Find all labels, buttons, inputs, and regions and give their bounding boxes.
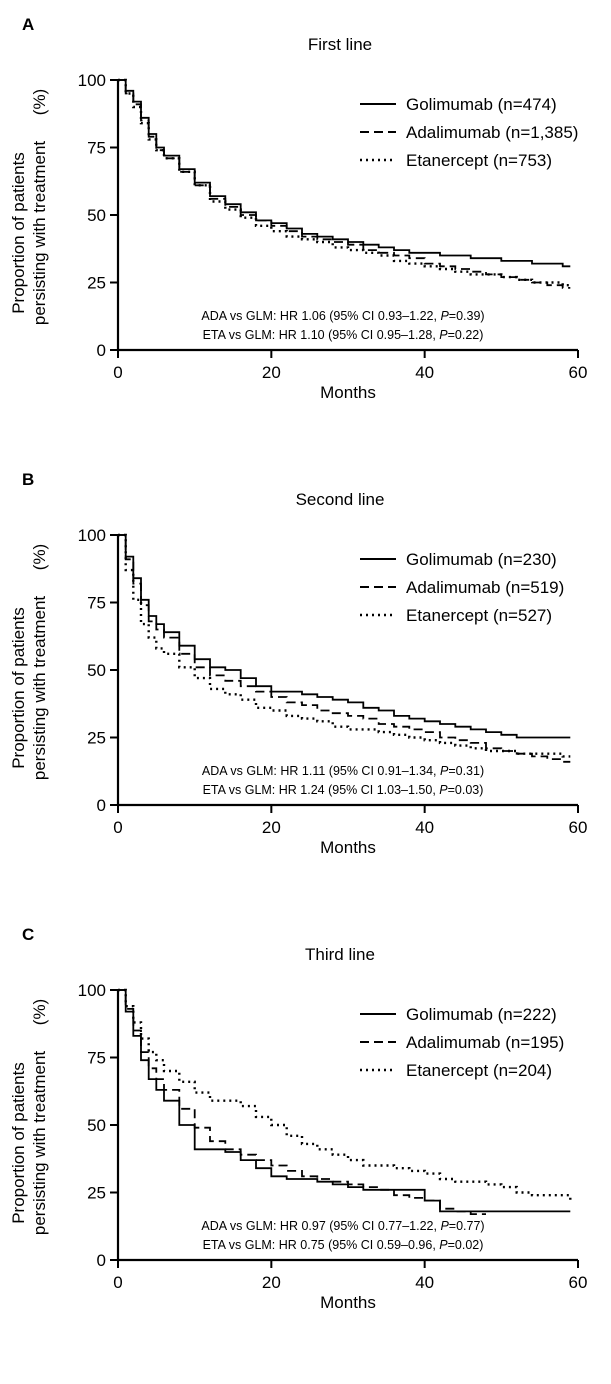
annotation-suffix: =0.31) [448,764,484,778]
x-axis-label: Months [320,838,376,857]
x-tick-label: 40 [415,363,434,382]
legend-label-golimumab: Golimumab (n=222) [406,1005,557,1024]
legend-label-etanercept: Etanercept (n=753) [406,151,552,170]
series-line-golimumab [118,989,571,1213]
y-tick-label: 75 [87,1049,106,1068]
series-line-adalimumab [118,989,486,1215]
y-label-line-2: persisting with treatment [30,141,49,326]
y-tick-label: 100 [78,981,106,1000]
annotation-prefix: ETA vs GLM: HR 1.10 (95% CI 0.95–1.28, [203,328,440,342]
chart-title: Third line [305,945,375,964]
x-tick-label: 0 [113,1273,122,1292]
annotation-suffix: =0.02) [448,1238,484,1252]
annotation-p-label: P [440,309,449,323]
hazard-ratio-annotation-2: ETA vs GLM: HR 1.10 (95% CI 0.95–1.28, P… [203,328,484,342]
annotation-p-label: P [440,1219,449,1233]
y-label-line-1: Proportion of patients [9,152,28,314]
legend-label-adalimumab: Adalimumab (n=195) [406,1033,564,1052]
y-label-line-1: Proportion of patients [9,1062,28,1224]
y-tick-label: 100 [78,526,106,545]
y-label-unit: (%) [30,999,49,1025]
x-tick-label: 20 [262,818,281,837]
x-tick-label: 0 [113,818,122,837]
legend-label-etanercept: Etanercept (n=527) [406,606,552,625]
y-tick-label: 100 [78,71,106,90]
legend-label-adalimumab: Adalimumab (n=1,385) [406,123,578,142]
hazard-ratio-annotation-2: ETA vs GLM: HR 0.75 (95% CI 0.59–0.96, P… [203,1238,484,1252]
x-tick-label: 0 [113,363,122,382]
y-label-unit: (%) [30,544,49,570]
annotation-p-label: P [439,328,448,342]
y-tick-label: 25 [87,1184,106,1203]
annotation-p-label: P [439,1238,448,1252]
y-label-unit: (%) [30,89,49,115]
y-tick-label: 50 [87,1116,106,1135]
panel-a: A First line 0 25 50 75 100 0 20 40 60 Months Propor… [0,0,611,455]
chart-a: A First line 0 25 50 75 100 0 20 40 60 Months Propor… [9,15,588,402]
panel-c: C Third line 0 25 50 75 100 0 20 40 60 Months Propor… [0,910,611,1365]
y-label-line-2: persisting with treatment [30,1051,49,1236]
y-tick-label: 25 [87,274,106,293]
annotation-prefix: ADA vs GLM: HR 0.97 (95% CI 0.77–1.22, [201,1219,440,1233]
hazard-ratio-annotation-1: ADA vs GLM: HR 1.06 (95% CI 0.93–1.22, P… [201,309,484,323]
chart-c: C Third line 0 25 50 75 100 0 20 40 60 Months Propor… [9,925,588,1312]
panel-letter: B [22,470,34,489]
panel-letter: C [22,925,34,944]
annotation-prefix: ADA vs GLM: HR 1.11 (95% CI 0.91–1.34, [202,764,440,778]
y-tick-label: 50 [87,661,106,680]
annotation-prefix: ETA vs GLM: HR 1.24 (95% CI 1.03–1.50, [203,783,440,797]
y-axis-label: Proportion of patients persisting with tr… [9,89,49,325]
y-axis-label: Proportion of patients persisting with tr… [9,999,49,1235]
hazard-ratio-annotation-1: ADA vs GLM: HR 1.11 (95% CI 0.91–1.34, P… [202,764,484,778]
series-line-adalimumab [118,534,571,763]
x-tick-label: 40 [415,1273,434,1292]
chart-title: Second line [296,490,385,509]
y-tick-label: 25 [87,729,106,748]
chart-b: B Second line 0 25 50 75 100 0 20 40 60 Months Propo… [9,470,588,857]
x-axis-label: Months [320,383,376,402]
panel-b: B Second line 0 25 50 75 100 0 20 40 60 Months Propo… [0,455,611,910]
x-tick-label: 40 [415,818,434,837]
series-line-etanercept [118,988,572,1204]
y-tick-label: 50 [87,206,106,225]
chart-title: First line [308,35,372,54]
y-tick-label: 0 [97,796,106,815]
hazard-ratio-annotation-1: ADA vs GLM: HR 0.97 (95% CI 0.77–1.22, P… [201,1219,484,1233]
series-line-golimumab [118,534,571,739]
annotation-suffix: =0.22) [448,328,484,342]
x-tick-label: 20 [262,1273,281,1292]
legend-label-golimumab: Golimumab (n=474) [406,95,557,114]
annotation-suffix: =0.03) [448,783,484,797]
annotation-p-label: P [440,764,449,778]
y-tick-label: 0 [97,1251,106,1270]
annotation-prefix: ETA vs GLM: HR 0.75 (95% CI 0.59–0.96, [203,1238,440,1252]
series-line-etanercept [118,533,571,758]
annotation-suffix: =0.77) [449,1219,485,1233]
x-axis-label: Months [320,1293,376,1312]
annotation-prefix: ADA vs GLM: HR 1.06 (95% CI 0.93–1.22, [201,309,440,323]
hazard-ratio-annotation-2: ETA vs GLM: HR 1.24 (95% CI 1.03–1.50, P… [203,783,484,797]
annotation-suffix: =0.39) [449,309,485,323]
legend-label-golimumab: Golimumab (n=230) [406,550,557,569]
x-tick-label: 60 [569,363,588,382]
y-tick-label: 0 [97,341,106,360]
x-tick-label: 20 [262,363,281,382]
legend-label-adalimumab: Adalimumab (n=519) [406,578,564,597]
y-axis-label: Proportion of patients persisting with tr… [9,544,49,780]
x-tick-label: 60 [569,818,588,837]
x-tick-label: 60 [569,1273,588,1292]
annotation-p-label: P [439,783,448,797]
y-tick-label: 75 [87,594,106,613]
y-label-line-1: Proportion of patients [9,607,28,769]
y-tick-label: 75 [87,139,106,158]
y-label-line-2: persisting with treatment [30,596,49,781]
legend-label-etanercept: Etanercept (n=204) [406,1061,552,1080]
panel-letter: A [22,15,34,34]
